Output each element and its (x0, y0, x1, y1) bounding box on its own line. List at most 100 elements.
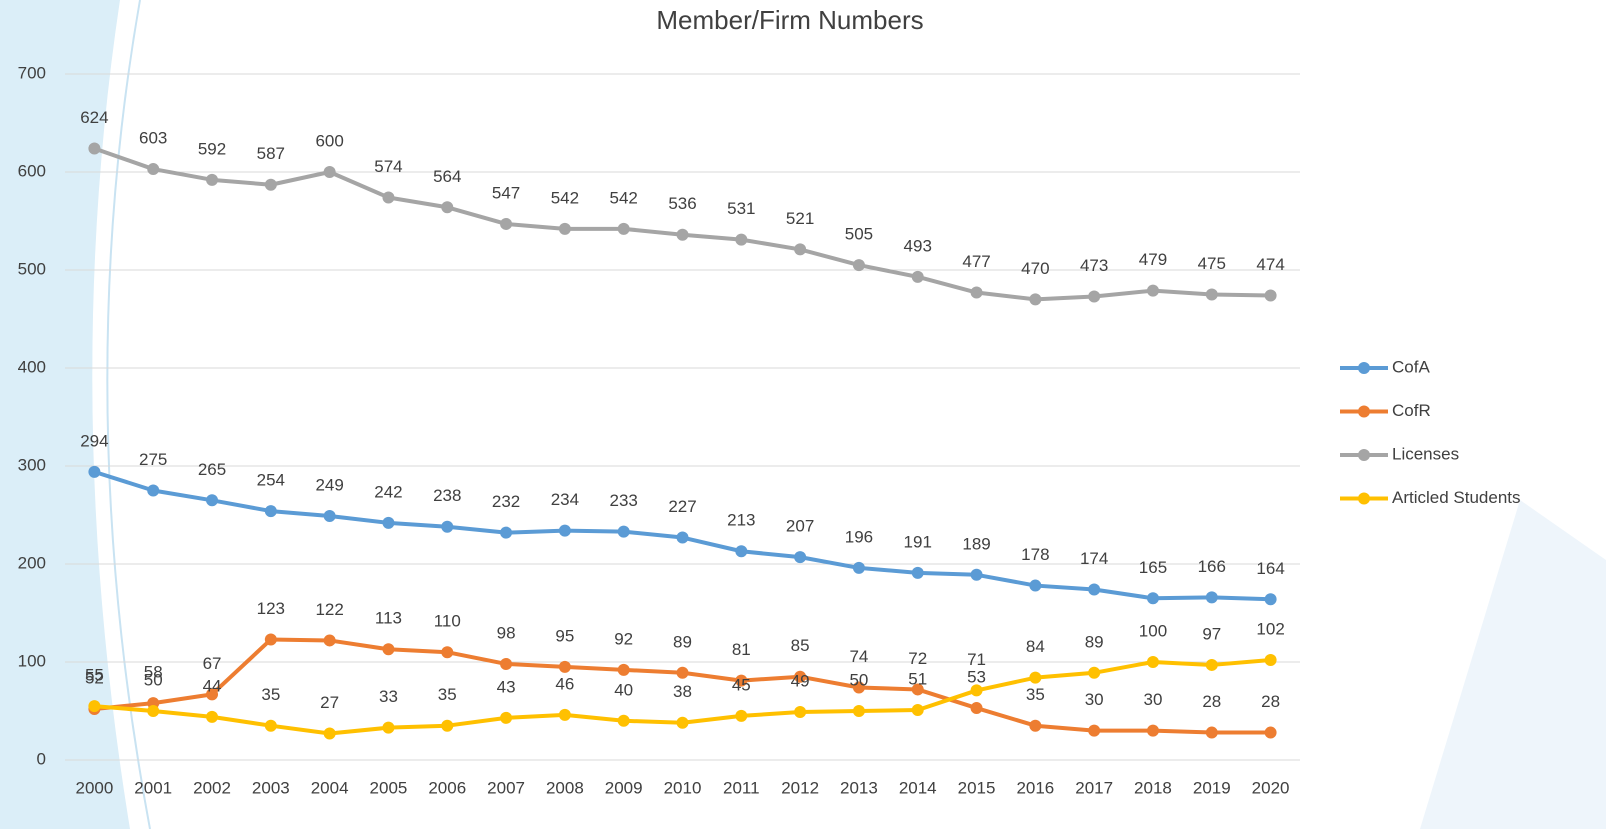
data-label: 233 (610, 491, 638, 510)
x-tick-label: 2007 (487, 778, 525, 797)
data-point (1147, 285, 1159, 297)
data-point (1088, 667, 1100, 679)
data-point (500, 218, 512, 230)
data-point (735, 545, 747, 557)
data-point (147, 163, 159, 175)
legend-label: CofR (1392, 401, 1431, 420)
data-label: 477 (962, 252, 990, 271)
data-point (382, 643, 394, 655)
data-label: 100 (1139, 621, 1167, 640)
x-tick-label: 2004 (311, 778, 349, 797)
x-tick-label: 2008 (546, 778, 584, 797)
data-point (559, 223, 571, 235)
data-point (1088, 725, 1100, 737)
data-label: 50 (144, 670, 163, 689)
data-point (912, 567, 924, 579)
data-label: 265 (198, 460, 226, 479)
data-label: 35 (261, 685, 280, 704)
data-point (559, 709, 571, 721)
y-tick-label: 0 (37, 749, 46, 768)
data-label: 564 (433, 167, 461, 186)
data-label: 49 (791, 671, 810, 690)
chart: Member/Firm Numbers 01002003004005006007… (0, 0, 1606, 829)
data-label: 592 (198, 139, 226, 158)
data-label: 166 (1198, 557, 1226, 576)
data-label: 110 (434, 612, 461, 631)
data-point (441, 521, 453, 533)
data-label: 603 (139, 129, 167, 148)
data-point (1265, 289, 1277, 301)
data-point (1206, 727, 1218, 739)
data-point (1206, 289, 1218, 301)
data-point (559, 661, 571, 673)
data-label: 574 (374, 157, 402, 176)
legend-label: Articled Students (1392, 488, 1521, 507)
data-point (206, 174, 218, 186)
data-point (147, 705, 159, 717)
y-tick-label: 600 (18, 161, 46, 180)
data-label: 479 (1139, 250, 1167, 269)
data-point (324, 510, 336, 522)
data-label: 35 (1026, 685, 1045, 704)
data-label: 98 (497, 623, 516, 642)
data-point (971, 702, 983, 714)
chart-title: Member/Firm Numbers (656, 5, 923, 35)
data-label: 624 (80, 108, 108, 127)
data-label: 55 (85, 666, 104, 685)
x-tick-label: 2001 (134, 778, 172, 797)
legend-marker (1358, 493, 1370, 505)
data-point (1088, 290, 1100, 302)
data-label: 475 (1198, 254, 1226, 273)
data-point (88, 466, 100, 478)
data-point (206, 494, 218, 506)
x-tick-label: 2019 (1193, 778, 1231, 797)
data-label: 122 (315, 600, 343, 619)
data-point (324, 166, 336, 178)
x-tick-label: 2012 (781, 778, 819, 797)
data-point (1029, 720, 1041, 732)
legend-label: CofA (1392, 357, 1430, 376)
data-point (971, 569, 983, 581)
data-label: 254 (257, 471, 285, 490)
data-point (88, 142, 100, 154)
data-point (441, 646, 453, 658)
data-point (1029, 293, 1041, 305)
data-label: 227 (668, 497, 696, 516)
data-label: 74 (849, 647, 868, 666)
data-label: 505 (845, 225, 873, 244)
data-label: 191 (904, 532, 932, 551)
data-point (1147, 725, 1159, 737)
x-tick-label: 2005 (370, 778, 408, 797)
y-tick-label: 700 (18, 63, 46, 82)
x-tick-label: 2014 (899, 778, 937, 797)
data-label: 30 (1144, 690, 1163, 709)
data-point (265, 179, 277, 191)
data-label: 89 (1085, 632, 1104, 651)
y-tick-label: 200 (18, 553, 46, 572)
data-label: 521 (786, 209, 814, 228)
data-label: 600 (315, 131, 343, 150)
data-label: 238 (433, 486, 461, 505)
data-point (559, 525, 571, 537)
data-point (618, 223, 630, 235)
data-label: 97 (1202, 624, 1221, 643)
data-point (618, 526, 630, 538)
data-point (1265, 727, 1277, 739)
data-point (441, 201, 453, 213)
data-label: 474 (1256, 255, 1284, 274)
data-label: 178 (1021, 545, 1049, 564)
data-point (677, 667, 689, 679)
data-label: 44 (203, 676, 222, 695)
data-point (677, 717, 689, 729)
x-tick-label: 2011 (723, 778, 760, 797)
data-point (500, 527, 512, 539)
data-point (500, 712, 512, 724)
data-point (971, 684, 983, 696)
data-point (1147, 592, 1159, 604)
data-label: 92 (614, 629, 633, 648)
data-point (1206, 591, 1218, 603)
data-point (1088, 583, 1100, 595)
data-label: 531 (727, 199, 755, 218)
data-label: 53 (967, 668, 986, 687)
data-point (1206, 659, 1218, 671)
